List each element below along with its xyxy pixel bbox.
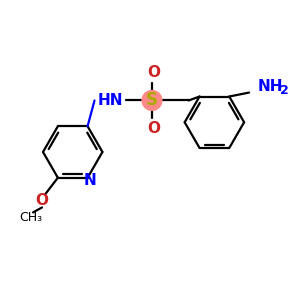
Text: 2: 2 (280, 84, 289, 97)
Text: O: O (148, 65, 160, 80)
Text: S: S (146, 92, 158, 110)
Text: CH₃: CH₃ (20, 211, 43, 224)
Text: NH: NH (258, 79, 284, 94)
Text: O: O (148, 121, 160, 136)
Text: N: N (83, 173, 96, 188)
Circle shape (142, 91, 162, 110)
Text: O: O (35, 193, 49, 208)
Text: HN: HN (98, 93, 123, 108)
